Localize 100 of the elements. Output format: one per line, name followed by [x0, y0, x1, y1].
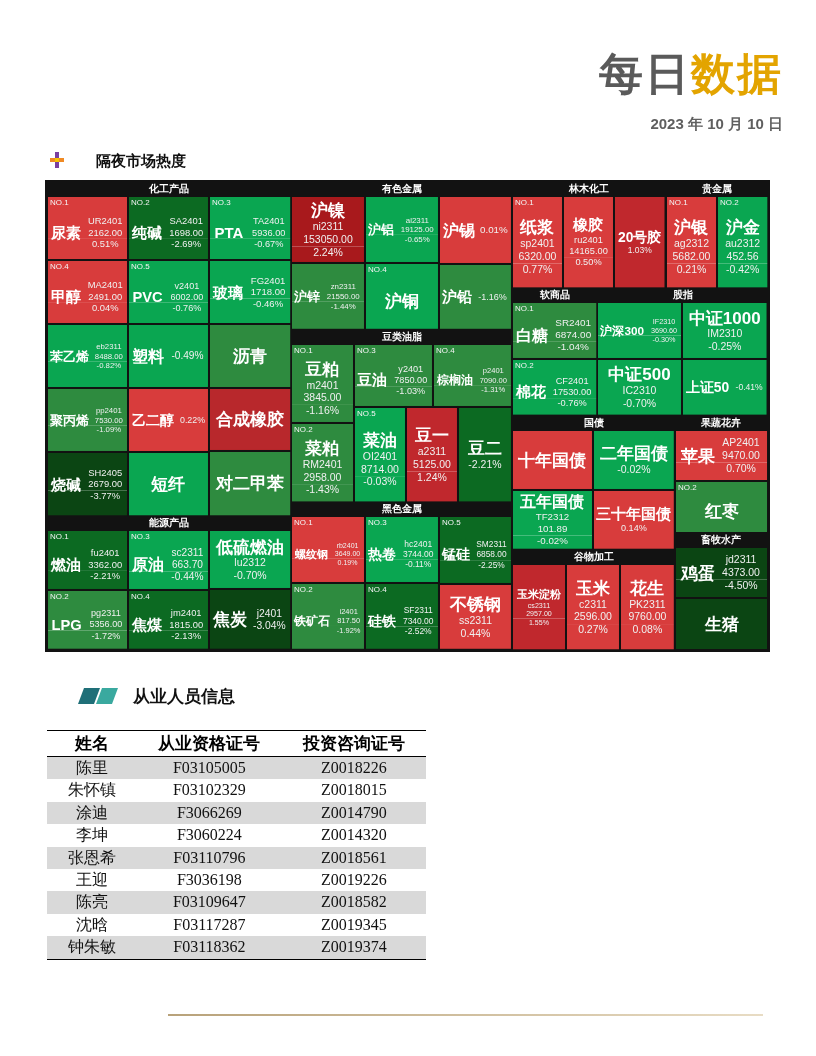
text: NO.3 [357, 345, 376, 355]
text: ss2311 [459, 615, 493, 627]
data-label: -1.43% [306, 484, 340, 496]
text: SF2311 [403, 605, 433, 616]
data-label: 0.51% [91, 239, 119, 250]
text: NO.1 [515, 198, 534, 207]
category-label: 从业资格证号 [157, 733, 262, 755]
text: Z0019374 [319, 937, 388, 958]
category-label: 五年国债 [519, 493, 585, 511]
category-label: 玉米淀粉 [516, 587, 563, 600]
data-label: 0.44% [460, 627, 491, 639]
text: 国债 [512, 416, 675, 430]
category-label: 合成橡胶 [215, 410, 285, 430]
text: 张恩希 [67, 847, 118, 868]
category-label: 螺纹钢 [293, 548, 328, 561]
data-label: 4373.00 [722, 567, 761, 579]
text: 股指 [597, 288, 768, 303]
data-label: 0.14% [621, 523, 647, 534]
category-label: 沪深300 [599, 324, 645, 338]
text: 贵金属 [665, 182, 768, 196]
data-label: 3362.00 [88, 559, 123, 570]
text: TA2401 [252, 216, 285, 227]
text: Z0014790 [319, 802, 388, 823]
data-label: 0.04% [91, 303, 119, 314]
text: SR2401 [555, 317, 592, 329]
data-label: -0.76% [172, 302, 202, 313]
text: NO.2 [294, 585, 313, 595]
data-label: -3.77% [90, 490, 121, 501]
data-label: 2162.00 [88, 227, 123, 238]
data-label: 0.21% [676, 263, 707, 275]
category-label: 沪金 [724, 218, 760, 238]
data-label: 8714.00 [361, 463, 400, 475]
text: F3066269 [175, 802, 243, 823]
category-label: 中证500 [608, 365, 672, 385]
data-label: 2679.00 [88, 479, 123, 490]
text: 软商品 [512, 288, 598, 303]
text: CF2401 [555, 376, 589, 387]
data-label: 0.01% [480, 224, 509, 236]
text: NO.5 [357, 408, 376, 418]
text: hc2401 [404, 538, 433, 549]
data-label: -2.21% [90, 571, 121, 582]
data-label: -2.69% [171, 239, 202, 250]
data-label: 1718.00 [250, 286, 286, 298]
text: NO.2 [677, 483, 697, 492]
data-label: -0.70% [233, 570, 267, 582]
category-label: 玉米 [575, 578, 612, 598]
category-label: 沪银 [673, 218, 710, 238]
category-label: 短纤 [150, 475, 186, 494]
text: NO.3 [212, 198, 231, 207]
data-label: 17530.00 [553, 387, 592, 398]
text: 朱怀镇 [67, 780, 118, 801]
text: PK2311 [629, 598, 666, 610]
category-label: 低硫燃油 [215, 537, 285, 557]
data-label: 5936.00 [252, 227, 286, 238]
data-label: -2.52% [405, 626, 433, 637]
text: sp2401 [520, 238, 555, 250]
text: OI2401 [362, 450, 398, 462]
text: 从业人员信息 [133, 686, 235, 708]
data-label: -0.76% [557, 398, 587, 409]
data-label: 0.08% [632, 624, 663, 635]
text: Z0019345 [319, 914, 388, 935]
text: ru2401 [574, 234, 604, 245]
text: Z0018582 [319, 892, 388, 913]
data-label: 3845.00 [303, 392, 342, 404]
category-label: LPG [51, 616, 82, 633]
data-label: -0.25% [708, 341, 742, 353]
text: y2401 [398, 363, 424, 374]
text: F03105005 [171, 758, 247, 778]
text: 黑色金属 [291, 502, 513, 517]
category-label: 烧碱 [49, 475, 81, 493]
text: TF2312 [535, 511, 570, 523]
text: IC2310 [623, 385, 657, 397]
text: Z0018015 [319, 780, 388, 801]
category-label: 沪锌 [293, 288, 321, 304]
category-label: 锰硅 [441, 547, 471, 563]
category-label: 十年国债 [517, 450, 587, 470]
data-label: 0.27% [578, 624, 609, 635]
text: FG2401 [250, 274, 286, 286]
text: c2311 [579, 598, 608, 610]
text: 陈里 [75, 758, 110, 778]
text: NO.4 [368, 265, 387, 274]
category-label: 硅铁 [367, 614, 398, 630]
data-label: 2.24% [313, 246, 344, 258]
data-label: 0.50% [575, 257, 602, 268]
data-label: 153050.00 [303, 233, 354, 245]
category-label: PTA [214, 223, 244, 241]
category-label: 不锈钢 [449, 595, 502, 615]
text: jd2311 [725, 554, 757, 566]
category-label: 菜粕 [304, 438, 340, 458]
category-label: 铁矿石 [293, 614, 331, 629]
category-label: 橡胶 [572, 216, 604, 234]
category-label: 二年国债 [600, 444, 669, 464]
data-label: 1.03% [627, 244, 653, 255]
text: NO.2 [719, 198, 739, 207]
data-label: 7340.00 [403, 615, 435, 626]
text: 有色金属 [291, 182, 513, 196]
text: 能源产品 [47, 516, 292, 531]
text: F03102329 [171, 780, 247, 801]
category-label: 鸡蛋 [679, 563, 715, 583]
text: Z0019226 [319, 869, 388, 890]
